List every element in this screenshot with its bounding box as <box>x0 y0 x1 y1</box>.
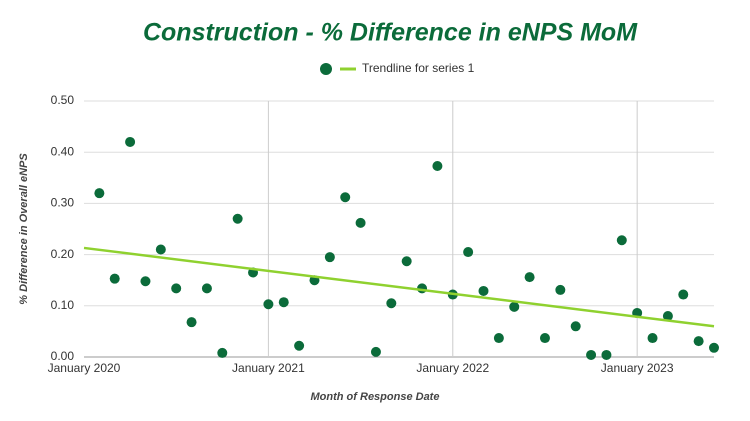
x-axis-label: Month of Response Date <box>311 391 440 403</box>
data-point <box>232 213 243 224</box>
data-point <box>570 321 581 332</box>
legend-swatch <box>320 63 332 75</box>
y-tick-label: 0.40 <box>51 144 75 158</box>
x-tick-label: January 2022 <box>416 361 489 375</box>
data-point <box>478 285 489 296</box>
data-point <box>524 272 535 283</box>
data-point <box>201 283 212 294</box>
y-tick-label: 0.20 <box>51 247 75 261</box>
data-point <box>678 289 689 300</box>
y-tick-label: 0.00 <box>51 349 75 363</box>
data-point <box>186 317 197 328</box>
data-point <box>601 349 612 360</box>
y-tick-label: 0.50 <box>51 93 75 107</box>
data-point <box>647 333 658 344</box>
data-point <box>263 299 274 310</box>
y-axis-label: % Difference in Overall eNPS <box>18 153 30 305</box>
x-tick-label: January 2020 <box>48 361 121 375</box>
data-point <box>140 276 151 287</box>
data-point <box>463 247 474 258</box>
data-point <box>432 161 443 172</box>
data-point <box>709 342 719 353</box>
y-tick-label: 0.30 <box>51 196 75 210</box>
data-point <box>386 298 397 309</box>
data-point <box>294 340 305 351</box>
data-point <box>493 333 504 344</box>
data-point <box>355 217 366 228</box>
data-point <box>340 192 351 203</box>
chart-title: Construction - % Difference in eNPS MoM <box>143 19 638 47</box>
data-point <box>370 346 381 357</box>
data-point <box>401 256 412 267</box>
data-point <box>509 301 520 312</box>
data-point <box>616 235 627 246</box>
data-point <box>109 273 120 284</box>
data-point <box>217 347 228 358</box>
data-point <box>171 283 182 294</box>
x-tick-label: January 2021 <box>232 361 305 375</box>
x-tick-label: January 2023 <box>601 361 674 375</box>
data-point <box>586 349 597 360</box>
data-point <box>693 336 704 347</box>
data-point <box>662 311 673 322</box>
data-point <box>324 252 335 263</box>
y-tick-label: 0.10 <box>51 298 75 312</box>
trendline <box>83 246 715 328</box>
data-point <box>94 188 105 199</box>
data-point <box>278 297 289 308</box>
data-point <box>155 244 166 255</box>
legend-label: Trendline for series 1 <box>362 61 475 75</box>
data-point <box>539 333 550 344</box>
data-point <box>125 136 136 147</box>
data-point <box>555 284 566 295</box>
